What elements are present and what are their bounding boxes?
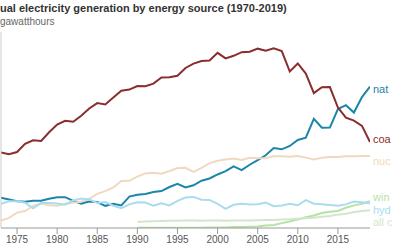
svg-text:2005: 2005 [247, 234, 270, 245]
svg-text:1975: 1975 [8, 234, 29, 245]
svg-text:coa: coa [373, 133, 392, 145]
svg-text:nuc: nuc [373, 155, 391, 167]
svg-text:2000: 2000 [206, 234, 229, 245]
svg-text:nat: nat [373, 83, 388, 95]
svg-text:hyd: hyd [373, 204, 391, 216]
svg-text:2015: 2015 [327, 234, 350, 245]
svg-text:1990: 1990 [126, 234, 149, 245]
svg-text:1995: 1995 [166, 234, 189, 245]
svg-text:2010: 2010 [287, 234, 310, 245]
svg-text:1980: 1980 [46, 234, 69, 245]
svg-text:1985: 1985 [86, 234, 109, 245]
svg-text:all c: all c [373, 216, 392, 228]
svg-text:win: win [372, 191, 390, 203]
html-text:ual electricity generation by: ual electricity generation by energy sou… [0, 2, 287, 14]
html-text:gawatthours: gawatthours [0, 16, 55, 27]
